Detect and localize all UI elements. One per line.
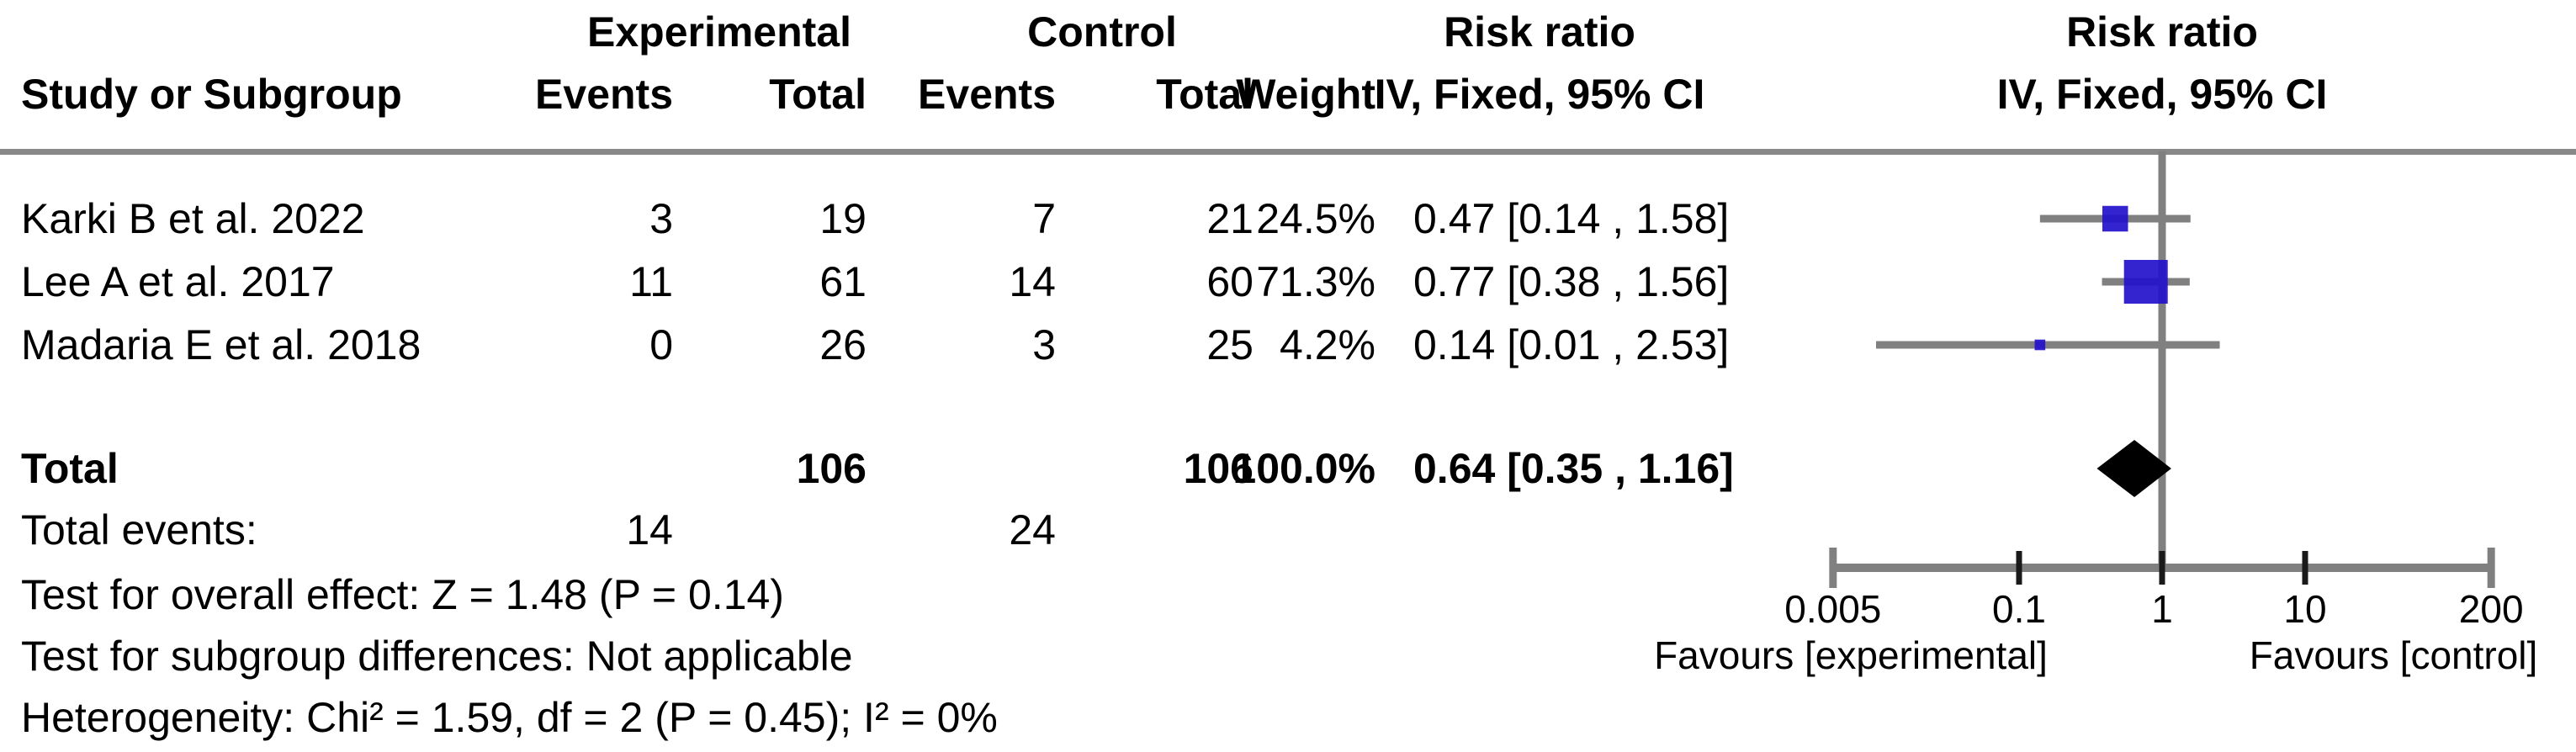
study-weight-square	[2034, 339, 2046, 351]
total-ctrl-total: 106	[1183, 445, 1254, 492]
pooled-effect-diamond	[2096, 440, 2171, 497]
study-name: Karki B et al. 2022	[21, 195, 365, 242]
header-total-experimental: Total	[769, 71, 867, 118]
axis-tick-label: 0.1	[1992, 587, 2046, 631]
study-ctrl-total: 60	[1206, 258, 1254, 305]
study-weight: 24.5%	[1256, 195, 1375, 242]
header-group-control: Control	[1027, 8, 1177, 56]
study-exp-events: 0	[649, 321, 673, 368]
favours-control-label: Favours [control]	[2249, 633, 2538, 677]
test-subgroup-differences-text: Test for subgroup differences: Not appli…	[21, 633, 853, 680]
study-exp-total: 26	[819, 321, 867, 368]
study-weight-square	[2123, 260, 2168, 304]
header-method-plot-col: IV, Fixed, 95% CI	[1996, 71, 2328, 118]
study-exp-events: 11	[629, 258, 673, 305]
total-ci-text: 0.64 [0.35 , 1.16]	[1413, 445, 1734, 492]
header-group-experimental: Experimental	[586, 8, 852, 56]
header-risk-ratio-plot-col: Risk ratio	[2066, 8, 2258, 56]
study-exp-total: 61	[819, 258, 867, 305]
study-exp-total: 19	[819, 195, 867, 242]
test-overall-effect-text: Test for overall effect: Z = 1.48 (P = 0…	[21, 571, 784, 618]
study-exp-events: 3	[649, 195, 673, 242]
study-ctrl-events: 7	[1032, 195, 1056, 242]
total-events-experimental: 14	[626, 506, 673, 553]
study-weight-square	[2102, 205, 2128, 232]
study-ctrl-total: 21	[1206, 195, 1254, 242]
header-events-control: Events	[918, 71, 1056, 118]
header-risk-ratio-text-col: Risk ratio	[1444, 8, 1635, 56]
favours-experimental-label: Favours [experimental]	[1654, 633, 2048, 677]
header-total-control: Total	[1156, 71, 1254, 118]
header-method-text-col: IV, Fixed, 95% CI	[1374, 71, 1705, 118]
axis-tick-label: 1	[2151, 587, 2173, 631]
study-weight: 71.3%	[1256, 258, 1375, 305]
total-events-label: Total events:	[21, 506, 257, 553]
heterogeneity-text: Heterogeneity: Chi² = 1.59, df = 2 (P = …	[21, 694, 998, 741]
study-ctrl-events: 3	[1032, 321, 1056, 368]
axis-tick-label: 0.005	[1784, 587, 1882, 631]
total-exp-total: 106	[796, 445, 867, 492]
header-separator-line	[0, 149, 2576, 155]
axis-tick-label: 200	[2458, 587, 2524, 631]
header-weight: Weight	[1236, 71, 1375, 118]
header-events-experimental: Events	[535, 71, 673, 118]
axis-tick-label: 10	[2283, 587, 2327, 631]
total-events-control: 24	[1009, 506, 1056, 553]
total-weight: 100.0%	[1232, 445, 1375, 492]
study-ci-text: 0.14 [0.01 , 2.53]	[1413, 321, 1730, 368]
study-name: Lee A et al. 2017	[21, 258, 335, 305]
study-name: Madaria E et al. 2018	[21, 321, 421, 368]
total-label: Total	[21, 445, 119, 492]
study-weight: 4.2%	[1280, 321, 1375, 368]
study-ci-text: 0.77 [0.38 , 1.56]	[1413, 258, 1730, 305]
header-study-or-subgroup: Study or Subgroup	[21, 71, 402, 118]
study-ctrl-total: 25	[1206, 321, 1254, 368]
study-ci-text: 0.47 [0.14 , 1.58]	[1413, 195, 1730, 242]
study-ctrl-events: 14	[1009, 258, 1056, 305]
